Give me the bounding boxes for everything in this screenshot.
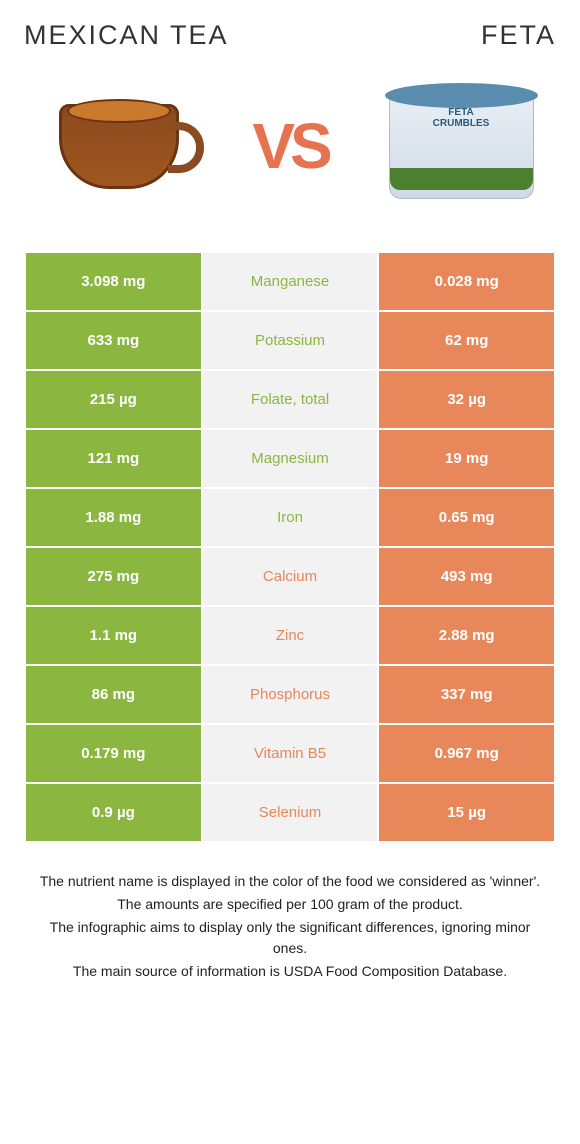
table-row: 86 mgPhosphorus337 mg — [25, 665, 555, 724]
cell-right-value: 493 mg — [378, 547, 555, 606]
title-left: MEXICAN TEA — [24, 20, 229, 51]
footer-notes: The nutrient name is displayed in the co… — [24, 871, 556, 982]
cell-right-value: 15 µg — [378, 783, 555, 842]
table-row: 215 µgFolate, total32 µg — [25, 370, 555, 429]
cell-left-value: 1.1 mg — [25, 606, 202, 665]
feta-image: FETACRUMBLES — [376, 81, 546, 211]
mexican-tea-image — [34, 81, 204, 211]
table-row: 1.88 mgIron0.65 mg — [25, 488, 555, 547]
cell-left-value: 121 mg — [25, 429, 202, 488]
cell-nutrient-name: Iron — [202, 488, 379, 547]
table-row: 3.098 mgManganese0.028 mg — [25, 252, 555, 311]
cell-left-value: 0.9 µg — [25, 783, 202, 842]
cell-left-value: 633 mg — [25, 311, 202, 370]
cell-left-value: 275 mg — [25, 547, 202, 606]
header: MEXICAN TEA FETA — [24, 20, 556, 51]
cell-left-value: 0.179 mg — [25, 724, 202, 783]
table-row: 121 mgMagnesium19 mg — [25, 429, 555, 488]
footer-line-4: The main source of information is USDA F… — [32, 961, 548, 982]
table-row: 0.179 mgVitamin B50.967 mg — [25, 724, 555, 783]
footer-line-2: The amounts are specified per 100 gram o… — [32, 894, 548, 915]
footer-line-1: The nutrient name is displayed in the co… — [32, 871, 548, 892]
feta-box-icon: FETACRUMBLES — [389, 94, 534, 199]
cell-right-value: 0.028 mg — [378, 252, 555, 311]
cell-nutrient-name: Selenium — [202, 783, 379, 842]
cell-right-value: 32 µg — [378, 370, 555, 429]
hero-row: VS FETACRUMBLES — [24, 81, 556, 211]
cup-icon — [59, 104, 179, 189]
footer-line-3: The infographic aims to display only the… — [32, 917, 548, 959]
table-row: 633 mgPotassium62 mg — [25, 311, 555, 370]
cell-left-value: 3.098 mg — [25, 252, 202, 311]
nutrient-table: 3.098 mgManganese0.028 mg633 mgPotassium… — [24, 251, 556, 843]
feta-band — [390, 168, 533, 190]
cell-nutrient-name: Calcium — [202, 547, 379, 606]
feta-box-label: FETACRUMBLES — [433, 107, 490, 129]
cell-right-value: 62 mg — [378, 311, 555, 370]
cell-nutrient-name: Manganese — [202, 252, 379, 311]
cell-nutrient-name: Magnesium — [202, 429, 379, 488]
table-row: 0.9 µgSelenium15 µg — [25, 783, 555, 842]
cell-right-value: 2.88 mg — [378, 606, 555, 665]
cell-right-value: 19 mg — [378, 429, 555, 488]
cell-nutrient-name: Vitamin B5 — [202, 724, 379, 783]
cell-left-value: 86 mg — [25, 665, 202, 724]
cell-nutrient-name: Potassium — [202, 311, 379, 370]
cell-nutrient-name: Phosphorus — [202, 665, 379, 724]
title-right: FETA — [481, 20, 556, 51]
table-row: 1.1 mgZinc2.88 mg — [25, 606, 555, 665]
cell-nutrient-name: Zinc — [202, 606, 379, 665]
cell-right-value: 0.967 mg — [378, 724, 555, 783]
cell-right-value: 337 mg — [378, 665, 555, 724]
cell-left-value: 215 µg — [25, 370, 202, 429]
cell-nutrient-name: Folate, total — [202, 370, 379, 429]
cell-left-value: 1.88 mg — [25, 488, 202, 547]
cell-right-value: 0.65 mg — [378, 488, 555, 547]
table-row: 275 mgCalcium493 mg — [25, 547, 555, 606]
vs-label: VS — [252, 109, 327, 183]
